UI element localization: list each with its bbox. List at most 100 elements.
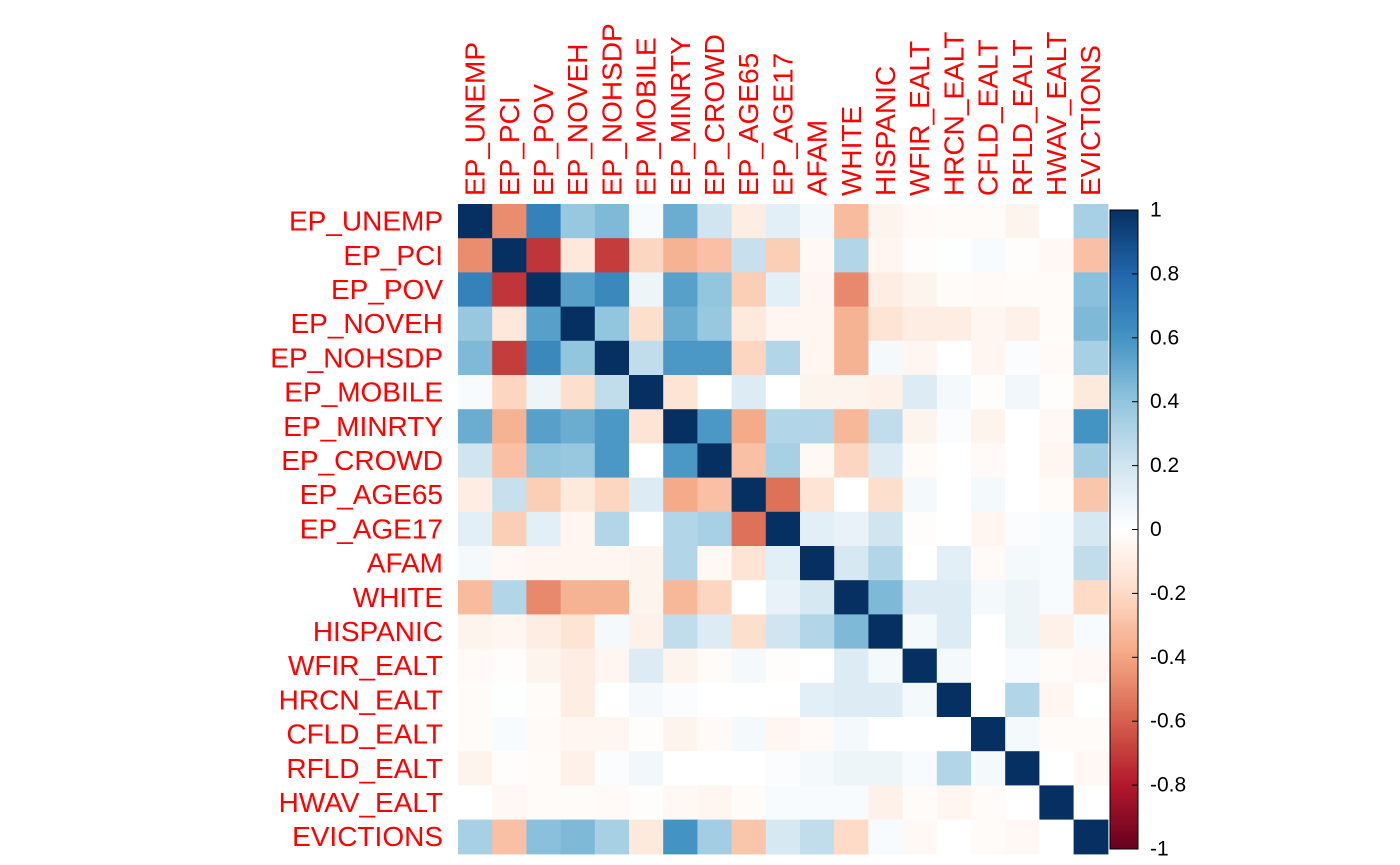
heatmap-cell-hwav_ealt-ep_noveh	[560, 785, 596, 821]
heatmap-cell-rfld_ealt-ep_unemp	[458, 751, 493, 786]
heatmap-cell-afam-ep_nohsdp	[594, 546, 630, 581]
heatmap-cell-ep_nohsdp-ep_nohsdp	[594, 340, 630, 376]
heatmap-cell-ep_minrty-hwav_ealt	[1039, 409, 1075, 444]
heatmap-cell-evictions-afam	[800, 819, 835, 855]
heatmap-cell-evictions-ep_mobile	[629, 819, 664, 855]
heatmap-cell-rfld_ealt-ep_pci	[492, 751, 527, 786]
column-label-ep_nohsdp: EP_NOHSDP	[596, 23, 627, 196]
heatmap-cell-ep_age65-ep_age17	[765, 477, 801, 513]
heatmap-cell-cfld_ealt-afam	[800, 717, 835, 752]
heatmap-cell-afam-ep_unemp	[458, 546, 493, 581]
heatmap-cell-cfld_ealt-ep_minrty	[663, 717, 698, 752]
heatmap-cell-hispanic-ep_pov	[526, 614, 562, 650]
heatmap-cell-cfld_ealt-ep_pci	[492, 717, 527, 752]
heatmap-cell-ep_crowd-white	[834, 443, 869, 479]
heatmap-cell-hrcn_ealt-ep_minrty	[663, 682, 698, 718]
heatmap-cell-ep_pov-ep_unemp	[458, 272, 493, 308]
heatmap-cell-ep_age65-ep_mobile	[629, 477, 664, 513]
heatmap-cell-ep_mobile-ep_pci	[492, 375, 527, 410]
heatmap-cell-cfld_ealt-white	[834, 717, 869, 752]
heatmap-cell-wfir_ealt-ep_nohsdp	[594, 648, 630, 684]
heatmap-cell-ep_pci-wfir_ealt	[902, 238, 938, 273]
column-label-ep_unemp: EP_UNEMP	[460, 42, 491, 196]
heatmap-cell-ep_pci-ep_minrty	[663, 238, 698, 273]
heatmap-cell-ep_age17-wfir_ealt	[902, 511, 938, 547]
heatmap-cell-evictions-evictions	[1073, 819, 1109, 855]
heatmap-cell-rfld_ealt-ep_minrty	[663, 751, 698, 786]
heatmap-cell-afam-ep_mobile	[629, 546, 664, 581]
heatmap-cell-ep_age65-ep_pov	[526, 477, 562, 513]
heatmap-cell-wfir_ealt-wfir_ealt	[902, 648, 938, 684]
heatmap-cell-ep_pov-afam	[800, 272, 835, 308]
column-label-cfld_ealt: CFLD_EALT	[973, 39, 1004, 196]
row-label-white: WHITE	[353, 582, 443, 613]
heatmap-cell-ep_crowd-ep_nohsdp	[594, 443, 630, 479]
heatmap-cell-ep_crowd-hispanic	[868, 443, 904, 479]
heatmap-cell-ep_crowd-ep_pci	[492, 443, 527, 479]
heatmap-cell-evictions-ep_noveh	[560, 819, 596, 855]
heatmap-cell-ep_nohsdp-ep_noveh	[560, 340, 596, 376]
heatmap-cell-ep_mobile-hwav_ealt	[1039, 375, 1075, 410]
heatmap-cell-ep_pci-ep_crowd	[697, 238, 733, 273]
heatmap-cell-ep_crowd-wfir_ealt	[902, 443, 938, 479]
heatmap-cell-ep_minrty-white	[834, 409, 869, 444]
colorbar-tick-label: 0.8	[1150, 262, 1179, 285]
heatmap-cell-ep_nohsdp-hrcn_ealt	[936, 340, 972, 376]
heatmap-cell-ep_age65-evictions	[1073, 477, 1109, 513]
colorbar-tick-label: -0.8	[1150, 774, 1186, 797]
heatmap-cell-rfld_ealt-cfld_ealt	[971, 751, 1006, 786]
column-label-evictions: EVICTIONS	[1075, 45, 1106, 196]
colorbar-tick-label: 1	[1150, 199, 1162, 222]
heatmap-cell-ep_noveh-ep_crowd	[697, 306, 733, 342]
heatmap-cell-wfir_ealt-cfld_ealt	[971, 648, 1006, 684]
row-label-ep_nohsdp: EP_NOHSDP	[270, 342, 443, 373]
heatmap-cell-ep_age65-white	[834, 477, 869, 513]
heatmap-cell-wfir_ealt-white	[834, 648, 869, 684]
column-label-afam: AFAM	[802, 120, 833, 196]
heatmap-cell-white-white	[834, 580, 869, 615]
heatmap-cell-ep_minrty-ep_nohsdp	[594, 409, 630, 444]
heatmap-cell-ep_unemp-ep_noveh	[560, 204, 596, 239]
heatmap-cell-ep_crowd-ep_crowd	[697, 443, 733, 479]
heatmap-cell-rfld_ealt-ep_mobile	[629, 751, 664, 786]
heatmap-cell-rfld_ealt-white	[834, 751, 869, 786]
heatmap-cell-ep_pci-ep_pov	[526, 238, 562, 273]
heatmap-cell-ep_noveh-evictions	[1073, 306, 1109, 342]
heatmap-cell-ep_crowd-evictions	[1073, 443, 1109, 479]
heatmap-cell-ep_age17-ep_unemp	[458, 511, 493, 547]
row-label-hispanic: HISPANIC	[313, 616, 443, 647]
row-label-ep_pov: EP_POV	[331, 274, 443, 305]
heatmap-cell-afam-ep_crowd	[697, 546, 733, 581]
heatmap-cell-rfld_ealt-hwav_ealt	[1039, 751, 1075, 786]
heatmap-cell-hwav_ealt-ep_nohsdp	[594, 785, 630, 821]
heatmap-cell-ep_mobile-hispanic	[868, 375, 904, 410]
heatmap-cell-ep_age17-ep_pci	[492, 511, 527, 547]
heatmap-cell-ep_minrty-ep_pci	[492, 409, 527, 444]
heatmap-cell-cfld_ealt-hrcn_ealt	[936, 717, 972, 752]
column-label-ep_mobile: EP_MOBILE	[631, 37, 662, 196]
heatmap-cell-rfld_ealt-evictions	[1073, 751, 1109, 786]
row-label-ep_minrty: EP_MINRTY	[283, 411, 443, 442]
heatmap-cell-hrcn_ealt-wfir_ealt	[902, 682, 938, 718]
heatmap-cell-ep_age65-hwav_ealt	[1039, 477, 1075, 513]
heatmap-cell-ep_nohsdp-ep_age65	[731, 340, 767, 376]
row-label-wfir_ealt: WFIR_EALT	[288, 650, 443, 681]
heatmap-cell-hispanic-cfld_ealt	[971, 614, 1006, 650]
heatmap-cell-ep_unemp-ep_nohsdp	[594, 204, 630, 239]
heatmap-cell-ep_pci-hwav_ealt	[1039, 238, 1075, 273]
heatmap-cell-rfld_ealt-ep_pov	[526, 751, 562, 786]
heatmap-cell-hispanic-rfld_ealt	[1005, 614, 1040, 650]
heatmap-cell-ep_pci-ep_age65	[731, 238, 767, 273]
heatmap-cell-ep_age65-ep_noveh	[560, 477, 596, 513]
heatmap-cell-ep_pov-ep_mobile	[629, 272, 664, 308]
row-label-hrcn_ealt: HRCN_EALT	[279, 684, 443, 715]
heatmap-cell-ep_unemp-evictions	[1073, 204, 1109, 239]
heatmap-cell-evictions-hispanic	[868, 819, 904, 855]
heatmap-cell-ep_unemp-ep_unemp	[458, 204, 493, 239]
heatmap-cell-afam-ep_pov	[526, 546, 562, 581]
heatmap-cell-rfld_ealt-ep_age65	[731, 751, 767, 786]
heatmap-cell-hispanic-ep_unemp	[458, 614, 493, 650]
heatmap-cell-white-hispanic	[868, 580, 904, 615]
heatmap-cell-ep_unemp-hrcn_ealt	[936, 204, 972, 239]
